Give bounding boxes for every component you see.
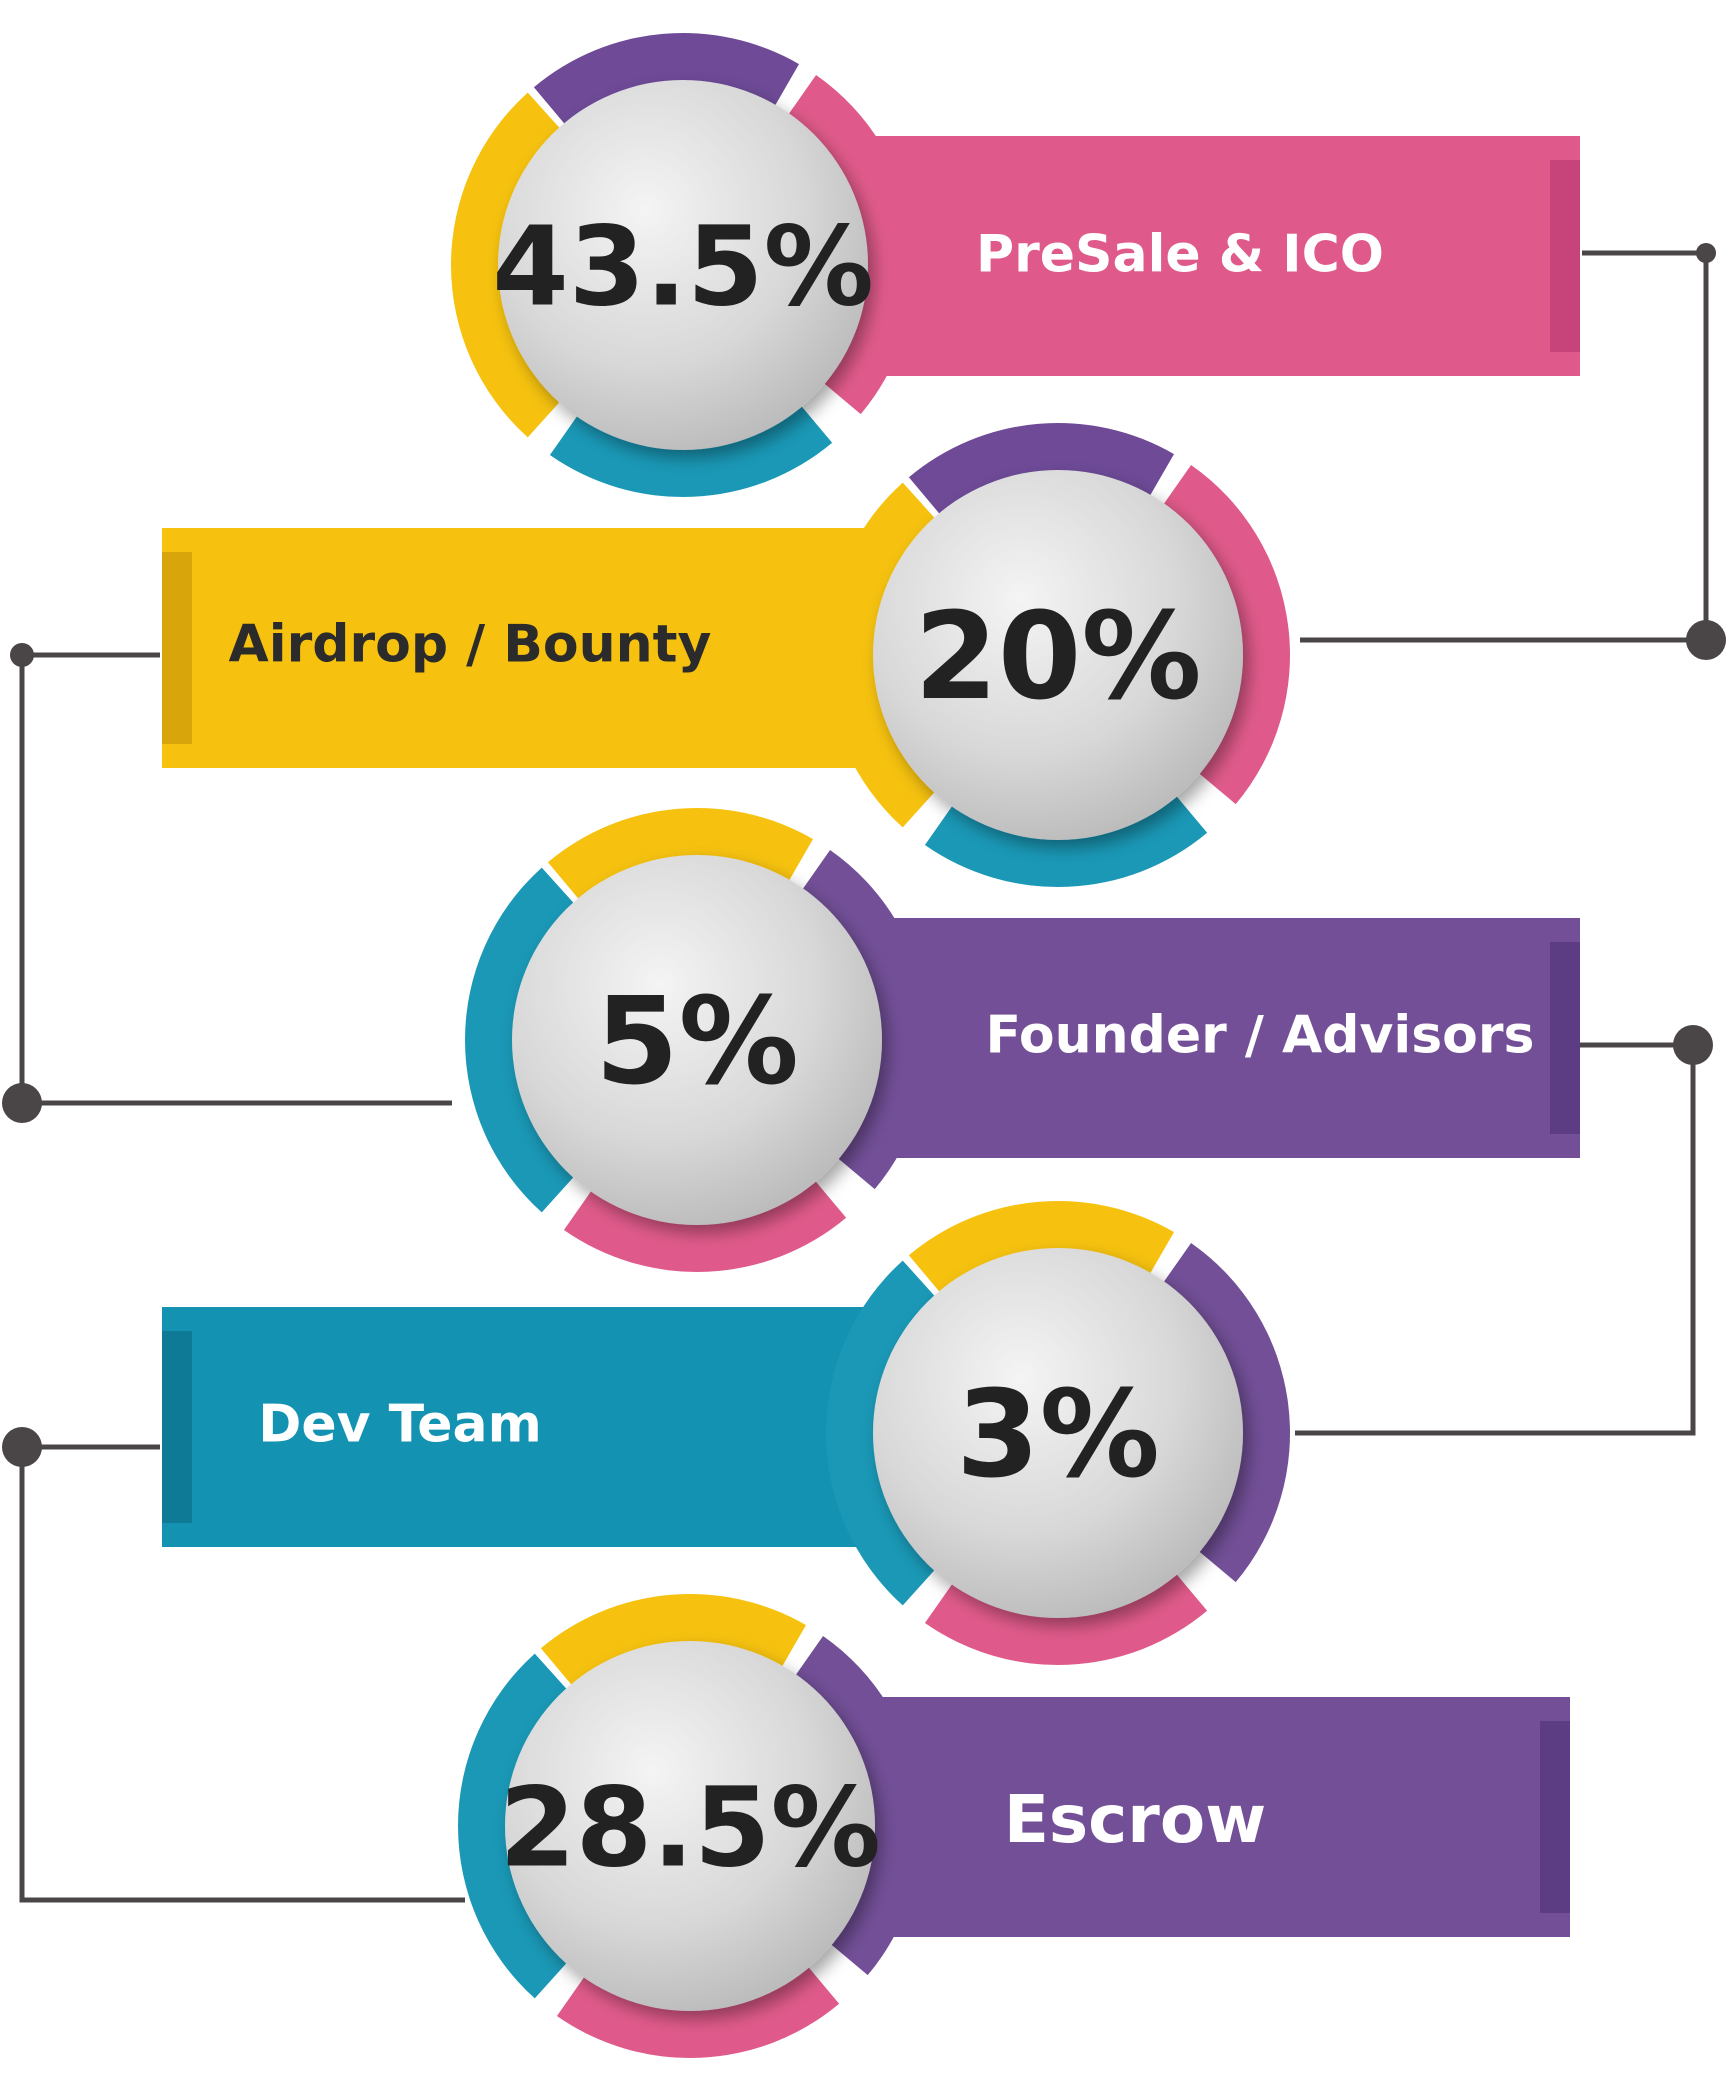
ring-chart-4 [826, 1201, 1290, 1665]
bar-edge-shade [162, 1331, 192, 1523]
center-disc [505, 1641, 875, 2011]
ring-chart-2 [826, 422, 1290, 887]
center-disc [498, 80, 868, 450]
connector-lines [2, 243, 1726, 1903]
percentage-value: 20% [914, 588, 1201, 727]
bar-edge-shade [1550, 942, 1580, 1134]
percentage-value: 43.5% [492, 203, 874, 331]
connector-dot [2, 1427, 42, 1467]
connector-dot [1673, 1025, 1713, 1065]
connector-dot [1696, 243, 1716, 263]
category-label: Airdrop / Bounty [229, 615, 712, 675]
label-bar-3 [850, 918, 1580, 1158]
ring-chart-1 [451, 33, 915, 498]
label-bar-5 [845, 1697, 1570, 1937]
ring-chart-5 [458, 1594, 922, 2058]
label-bars [162, 136, 1580, 1937]
connector-line-3 [1295, 1042, 1696, 1436]
percentage-value: 3% [956, 1366, 1160, 1505]
category-label: Escrow [1004, 1781, 1266, 1858]
bar-edge-shade [1550, 160, 1580, 352]
category-label: Founder / Advisors [986, 1006, 1535, 1066]
connector-line-2 [19, 652, 452, 1106]
connector-dot [2, 1083, 42, 1123]
connector-line-1 [1300, 250, 1709, 643]
label-bar-2 [162, 528, 902, 768]
connector-dot [10, 643, 34, 667]
label-bar-1 [840, 136, 1580, 376]
center-disc [873, 470, 1243, 840]
label-bar-4 [162, 1307, 902, 1547]
text-layer: 43.5% PreSale & ICO 20% Airdrop / Bounty 5% F… [229, 203, 1535, 1892]
center-disc [873, 1248, 1243, 1618]
percentage-value: 5% [595, 973, 799, 1112]
bar-edge-shade [1540, 1721, 1570, 1913]
bar-edge-shade [162, 552, 192, 744]
ring-chart-3 [465, 808, 929, 1272]
category-label: PreSale & ICO [976, 225, 1384, 285]
percentage-value: 28.5% [499, 1764, 881, 1892]
connector-line-4 [19, 1444, 465, 1903]
ring-charts [451, 33, 1290, 2058]
center-disc [512, 855, 882, 1225]
category-label: Dev Team [258, 1395, 542, 1455]
connector-dot [1686, 620, 1726, 660]
